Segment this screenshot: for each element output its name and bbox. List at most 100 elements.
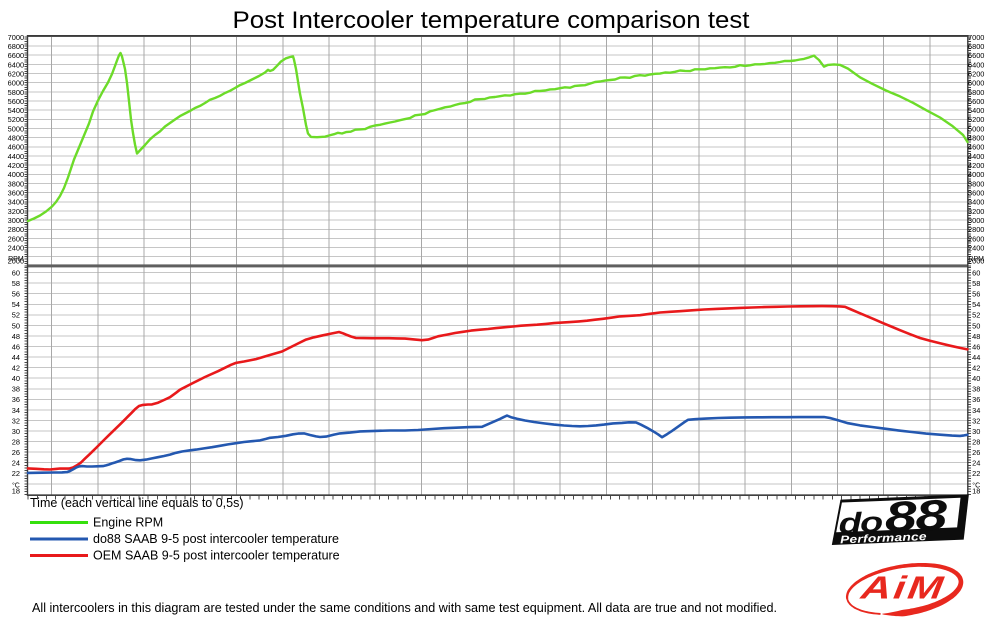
- svg-text:52: 52: [12, 311, 20, 320]
- svg-text:32: 32: [972, 416, 980, 425]
- svg-text:58: 58: [12, 279, 20, 288]
- svg-text:24: 24: [12, 459, 20, 468]
- svg-text:2800: 2800: [8, 225, 24, 234]
- svg-text:5400: 5400: [8, 106, 24, 115]
- svg-text:4600: 4600: [968, 143, 984, 152]
- svg-text:3600: 3600: [968, 189, 984, 198]
- svg-text:36: 36: [972, 395, 980, 404]
- svg-text:RPM: RPM: [968, 256, 984, 263]
- svg-text:4800: 4800: [8, 134, 24, 143]
- svg-text:All intercoolers in this diagr: All intercoolers in this diagram are tes…: [32, 601, 777, 615]
- svg-text:44: 44: [972, 353, 980, 362]
- svg-text:4000: 4000: [968, 170, 984, 179]
- svg-text:46: 46: [12, 342, 20, 351]
- svg-text:°C: °C: [12, 481, 20, 489]
- svg-text:6800: 6800: [968, 42, 984, 51]
- svg-text:Performance: Performance: [840, 530, 927, 546]
- svg-text:do88 SAAB 9-5 post intercooler: do88 SAAB 9-5 post intercooler temperatu…: [93, 532, 339, 546]
- svg-text:6400: 6400: [8, 60, 24, 69]
- svg-text:Time (each vertical line equal: Time (each vertical line equals to 0,5s): [30, 496, 244, 510]
- svg-text:60: 60: [972, 269, 980, 278]
- svg-text:38: 38: [12, 385, 20, 394]
- svg-text:3000: 3000: [968, 216, 984, 225]
- svg-text:26: 26: [12, 448, 20, 457]
- svg-text:44: 44: [12, 353, 20, 362]
- svg-text:6000: 6000: [8, 79, 24, 88]
- svg-text:4200: 4200: [968, 161, 984, 170]
- svg-text:7000: 7000: [968, 33, 984, 42]
- svg-text:42: 42: [12, 364, 20, 373]
- svg-text:28: 28: [12, 437, 20, 446]
- svg-text:5800: 5800: [968, 88, 984, 97]
- svg-text:5400: 5400: [968, 106, 984, 115]
- svg-text:2400: 2400: [8, 243, 24, 252]
- svg-text:36: 36: [12, 395, 20, 404]
- svg-text:26: 26: [972, 448, 980, 457]
- svg-text:6000: 6000: [968, 79, 984, 88]
- svg-text:5600: 5600: [8, 97, 24, 106]
- svg-text:18: 18: [972, 486, 980, 495]
- svg-text:5800: 5800: [8, 88, 24, 97]
- svg-text:6200: 6200: [968, 69, 984, 78]
- svg-text:3000: 3000: [8, 216, 24, 225]
- svg-text:46: 46: [972, 342, 980, 351]
- svg-text:Post Intercooler temperature c: Post Intercooler temperature comparison …: [233, 7, 750, 34]
- svg-text:3600: 3600: [8, 189, 24, 198]
- svg-text:32: 32: [12, 416, 20, 425]
- svg-text:4800: 4800: [968, 134, 984, 143]
- svg-text:6800: 6800: [8, 42, 24, 51]
- svg-text:58: 58: [972, 279, 980, 288]
- svg-text:40: 40: [12, 374, 20, 383]
- svg-text:40: 40: [972, 374, 980, 383]
- svg-text:2600: 2600: [8, 234, 24, 243]
- svg-text:5200: 5200: [968, 115, 984, 124]
- svg-text:AiM: AiM: [858, 569, 948, 605]
- svg-text:3400: 3400: [968, 198, 984, 207]
- svg-text:50: 50: [972, 321, 980, 330]
- svg-text:4200: 4200: [8, 161, 24, 170]
- svg-text:6600: 6600: [968, 51, 984, 60]
- svg-text:3400: 3400: [8, 198, 24, 207]
- svg-text:60: 60: [12, 269, 20, 278]
- svg-text:24: 24: [972, 459, 980, 468]
- svg-text:88: 88: [884, 490, 948, 540]
- svg-text:3200: 3200: [968, 207, 984, 216]
- svg-text:4400: 4400: [968, 152, 984, 161]
- svg-text:38: 38: [972, 385, 980, 394]
- svg-text:2400: 2400: [968, 243, 984, 252]
- svg-text:3200: 3200: [8, 207, 24, 216]
- svg-text:4400: 4400: [8, 152, 24, 161]
- svg-text:48: 48: [12, 332, 20, 341]
- svg-text:3800: 3800: [968, 179, 984, 188]
- svg-text:5000: 5000: [8, 124, 24, 133]
- svg-text:30: 30: [972, 427, 980, 436]
- svg-text:54: 54: [12, 300, 20, 309]
- svg-text:2800: 2800: [968, 225, 984, 234]
- svg-text:48: 48: [972, 332, 980, 341]
- svg-text:do: do: [838, 507, 883, 540]
- svg-text:5600: 5600: [968, 97, 984, 106]
- svg-text:56: 56: [12, 290, 20, 299]
- svg-text:42: 42: [972, 364, 980, 373]
- svg-text:34: 34: [12, 406, 20, 415]
- svg-text:28: 28: [972, 437, 980, 446]
- svg-text:5000: 5000: [968, 124, 984, 133]
- svg-text:6600: 6600: [8, 51, 24, 60]
- svg-text:°C: °C: [972, 481, 980, 489]
- svg-text:18: 18: [12, 486, 20, 495]
- svg-text:6400: 6400: [968, 60, 984, 69]
- svg-text:3800: 3800: [8, 179, 24, 188]
- svg-text:30: 30: [12, 427, 20, 436]
- svg-text:RPM: RPM: [8, 256, 24, 263]
- svg-text:2000: 2000: [8, 256, 24, 265]
- svg-text:4600: 4600: [8, 143, 24, 152]
- svg-text:Engine RPM: Engine RPM: [93, 516, 163, 530]
- svg-text:7000: 7000: [8, 33, 24, 42]
- svg-text:5200: 5200: [8, 115, 24, 124]
- svg-text:54: 54: [972, 300, 980, 309]
- svg-text:22: 22: [12, 469, 20, 478]
- svg-text:34: 34: [972, 406, 980, 415]
- svg-text:52: 52: [972, 311, 980, 320]
- svg-text:6200: 6200: [8, 69, 24, 78]
- svg-text:4000: 4000: [8, 170, 24, 179]
